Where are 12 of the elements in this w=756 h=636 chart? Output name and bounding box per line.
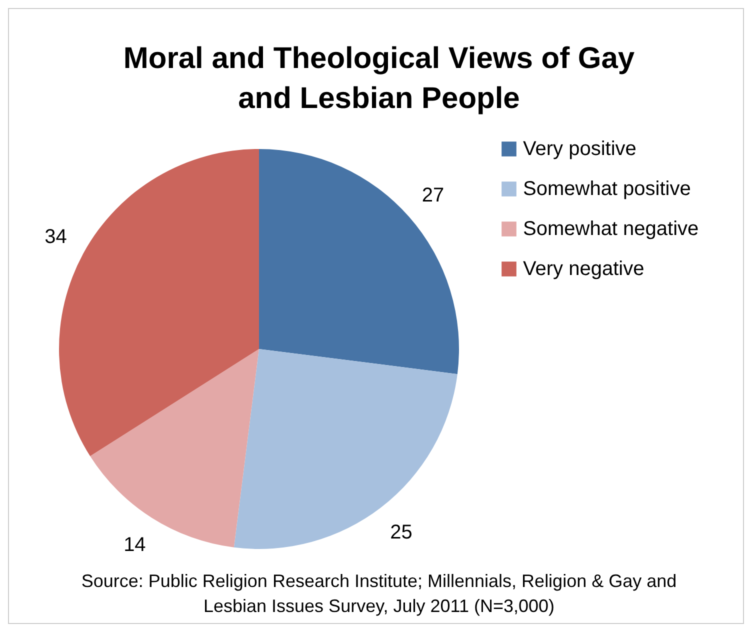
data-label: 14: [124, 534, 146, 556]
legend-label: Somewhat positive: [523, 178, 691, 200]
data-label: 27: [422, 184, 444, 207]
legend-label: Very negative: [523, 258, 644, 280]
data-label: 34: [44, 226, 67, 248]
legend-label: Somewhat negative: [523, 218, 699, 240]
data-label: 25: [390, 521, 412, 544]
pie-slice: [259, 149, 459, 374]
legend-label: Very positive: [523, 138, 636, 160]
chart-title: Moral and Theological Views of Gay and Lesbian People: [122, 41, 636, 117]
pie-slice: [234, 349, 458, 549]
source-note: Source: Public Religion Research Institute; Millennials, Religion & Gay and Lesbian Issues Survey, July 2011 (N=3,000): [80, 570, 678, 618]
